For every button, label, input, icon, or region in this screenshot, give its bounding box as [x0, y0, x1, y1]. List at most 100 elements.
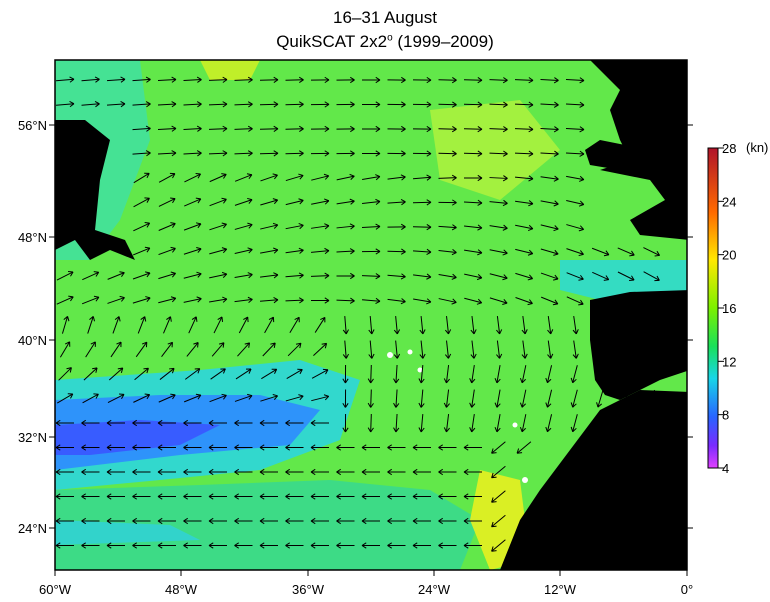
wind-arrow	[234, 76, 253, 83]
wind-arrow	[336, 173, 355, 181]
wind-arrow	[491, 441, 506, 454]
wind-arrow	[336, 101, 355, 108]
wind-arrow	[516, 441, 532, 454]
wind-arrow	[464, 273, 483, 281]
wind-arrow	[570, 414, 578, 433]
wind-arrow	[368, 315, 375, 335]
wind-arrow	[157, 468, 176, 476]
wind-arrow	[393, 364, 400, 384]
wind-arrow	[361, 223, 381, 230]
wind-arrow	[545, 389, 553, 408]
wind-arrow	[285, 223, 304, 230]
wind-arrow	[438, 542, 457, 549]
wind-arrow	[285, 419, 304, 427]
wind-arrow	[81, 101, 100, 108]
wind-arrow	[342, 413, 349, 433]
wind-arrow	[489, 273, 508, 281]
land-british-isles	[590, 60, 687, 240]
wind-arrow	[570, 389, 578, 408]
wind-arrow	[565, 77, 585, 84]
wind-arrow	[132, 296, 151, 304]
wind-arrow	[55, 444, 74, 451]
wind-arrow	[540, 272, 559, 281]
wind-arrow	[387, 76, 406, 84]
wind-arrow	[238, 316, 249, 334]
land-iberia	[590, 290, 687, 400]
wind-arrow	[443, 414, 450, 433]
colorbar-tick-label: 16	[722, 301, 736, 316]
wind-arrow	[491, 514, 506, 528]
wind-arrow	[310, 493, 329, 500]
wind-arrow	[208, 76, 228, 83]
wind-arrow	[413, 273, 432, 280]
wind-arrow	[285, 173, 304, 182]
wind-arrow	[208, 542, 227, 549]
wind-arrow	[56, 295, 74, 305]
wind-arrow	[412, 542, 431, 549]
wind-arrow	[362, 150, 381, 157]
wind-arrow	[310, 272, 330, 279]
wind-arrow	[393, 315, 401, 335]
wind-arrow	[419, 315, 426, 335]
wind-arrow	[336, 517, 355, 525]
wind-arrow	[208, 150, 228, 157]
wind-arrow	[463, 150, 483, 157]
wind-arrow	[82, 271, 100, 281]
wind-arrow	[464, 297, 483, 305]
wind-arrow	[58, 367, 72, 381]
wind-arrow	[81, 517, 100, 525]
wind-arrow	[463, 444, 482, 451]
wind-arrow	[362, 76, 381, 84]
wind-arrow	[313, 342, 328, 356]
wind-arrow	[643, 247, 661, 257]
x-tick-label: 12°W	[544, 582, 577, 597]
wind-arrow	[112, 316, 121, 334]
wind-arrow	[209, 197, 227, 207]
wind-arrow	[311, 368, 329, 379]
wind-arrow	[81, 542, 100, 549]
wind-arrow	[336, 297, 355, 304]
wind-arrow	[186, 342, 199, 357]
wind-arrow	[412, 150, 432, 157]
wind-arrow	[183, 296, 202, 303]
land-africa	[500, 390, 687, 570]
x-tick-label: 36°W	[292, 582, 325, 597]
wind-arrow	[208, 493, 227, 500]
wind-arrow	[158, 271, 176, 280]
wind-arrow	[361, 248, 381, 255]
wind-arrow	[106, 493, 125, 500]
wind-arrow	[412, 444, 431, 451]
wind-arrow	[132, 493, 151, 500]
wind-arrow	[418, 413, 425, 433]
x-tick-label: 48°W	[165, 582, 198, 597]
wind-arrow	[158, 172, 176, 183]
map-field	[55, 60, 687, 570]
wind-arrow	[83, 367, 98, 381]
wind-arrow	[132, 468, 151, 476]
wind-arrow	[310, 297, 330, 304]
wind-arrow	[310, 444, 329, 451]
wind-arrow	[82, 393, 99, 404]
wind-vectors	[55, 76, 661, 552]
wind-arrow	[81, 295, 100, 305]
wind-arrow	[234, 125, 253, 132]
wind-arrow	[81, 493, 100, 500]
wind-arrow	[418, 389, 425, 408]
wind-arrow	[234, 247, 253, 254]
wind-arrow	[412, 174, 432, 181]
wind-arrow	[132, 246, 151, 256]
wind-arrow	[208, 444, 227, 451]
colorbar-tick-label: 20	[722, 248, 736, 263]
wind-arrow	[514, 101, 534, 108]
wind-arrow	[55, 542, 74, 549]
wind-arrow	[438, 77, 457, 84]
wind-arrow	[489, 297, 508, 305]
y-tick-label: 24°N	[18, 521, 47, 536]
wind-arrow	[183, 419, 202, 427]
wind-arrow	[489, 101, 508, 108]
wind-arrow	[336, 76, 355, 84]
y-tick-label: 40°N	[18, 333, 47, 348]
wind-arrow	[211, 342, 225, 357]
wind-arrow	[514, 126, 534, 133]
wind-arrow	[285, 198, 304, 206]
